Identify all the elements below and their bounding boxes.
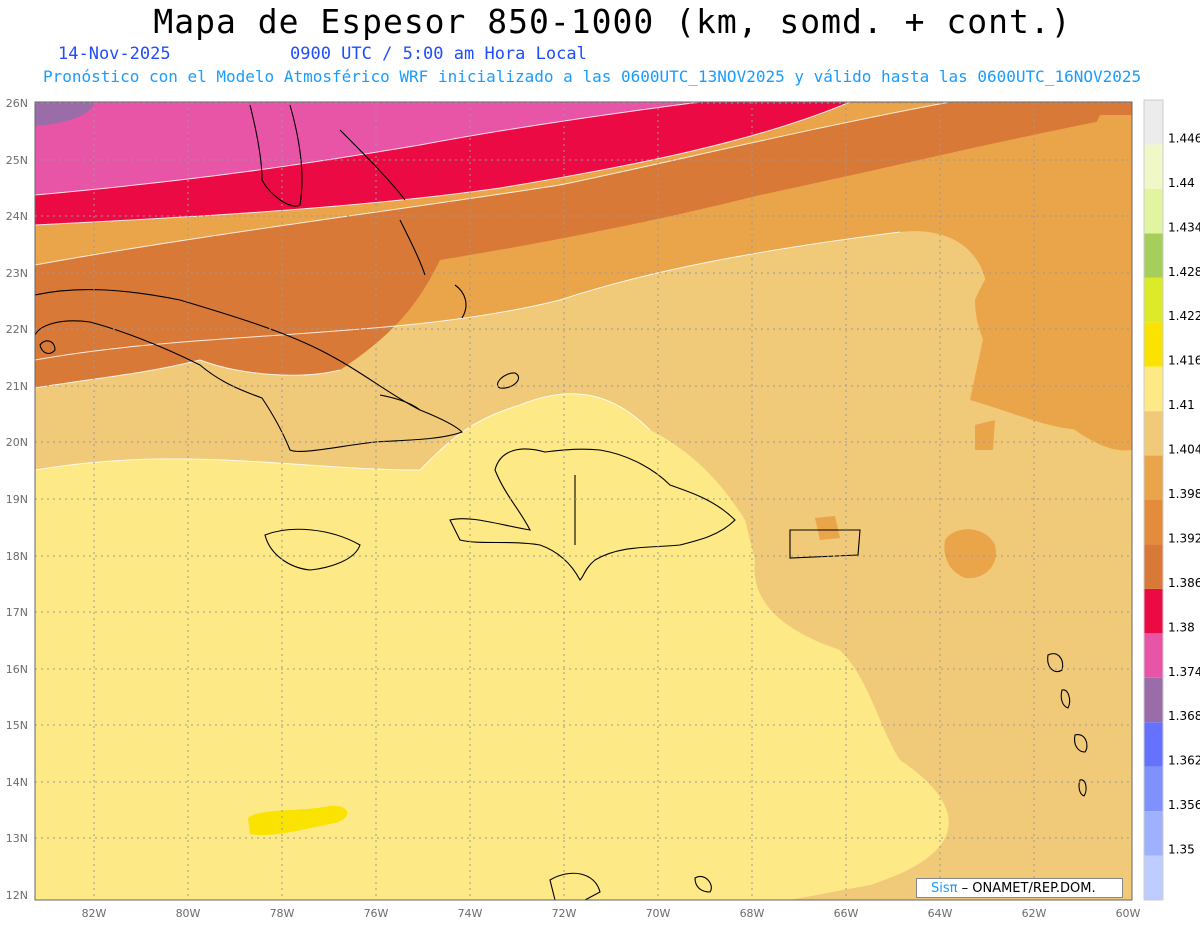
lon-label: 80W bbox=[176, 907, 201, 920]
colorbar-swatch bbox=[1144, 455, 1163, 500]
colorbar-swatch bbox=[1144, 766, 1163, 812]
band-1410 bbox=[35, 393, 949, 900]
colorbar-swatch bbox=[1144, 277, 1163, 323]
lat-label: 16N bbox=[6, 663, 28, 676]
colorbar-label: 1.416 bbox=[1168, 354, 1200, 368]
colorbar-swatch bbox=[1144, 500, 1163, 545]
colorbar-label: 1.386 bbox=[1168, 576, 1200, 590]
colorbar-swatch bbox=[1144, 144, 1163, 189]
patch-lesser-antilles bbox=[944, 529, 996, 579]
colorbar-frame bbox=[1143, 99, 1164, 901]
lat-label: 12N bbox=[6, 889, 28, 902]
colorbar-swatch bbox=[1144, 544, 1163, 589]
colorbar-label: 1.422 bbox=[1168, 309, 1200, 323]
colorbar-label: 1.434 bbox=[1168, 220, 1200, 234]
map-frame bbox=[34, 101, 1133, 901]
colorbar-swatch bbox=[1144, 322, 1163, 367]
contour-lines bbox=[35, 102, 951, 471]
credit-pi: π bbox=[949, 881, 958, 896]
lon-labels: 82W 80W 78W 76W 74W 72W 70W 68W 66W 64W … bbox=[82, 907, 1141, 920]
page-title: Mapa de Espesor 850-1000 (km, somd. + co… bbox=[153, 2, 1072, 41]
colorbar-label: 1.446 bbox=[1168, 131, 1200, 145]
colorbar: 1.35 1.356 1.362 1.368 1.374 1.38 1.386 1.392 1.… bbox=[1143, 99, 1200, 901]
lon-label: 72W bbox=[552, 907, 577, 920]
colorbar-label: 1.356 bbox=[1168, 798, 1200, 812]
credit-label: Sisπ – ONAMET/REP.DOM. bbox=[916, 878, 1123, 898]
lat-label: 22N bbox=[6, 323, 28, 336]
lat-label: 24N bbox=[6, 210, 28, 223]
lat-label: 17N bbox=[6, 606, 28, 619]
colorbar-label: 1.374 bbox=[1168, 665, 1200, 679]
map-area bbox=[35, 102, 1132, 900]
colorbar-swatch bbox=[1144, 233, 1163, 278]
model-info: Pronóstico con el Modelo Atmosférico WRF… bbox=[43, 67, 1142, 86]
lat-labels: 12N 13N 14N 15N 16N 17N 18N 19N 20N 21N … bbox=[6, 97, 28, 902]
band-1386 bbox=[35, 102, 850, 225]
colorbar-label: 1.44 bbox=[1168, 176, 1195, 190]
forecast-time: 0900 UTC / 5:00 am Hora Local bbox=[290, 44, 587, 64]
lon-label: 82W bbox=[82, 907, 107, 920]
lat-label: 21N bbox=[6, 380, 28, 393]
colorbar-label: 1.428 bbox=[1168, 265, 1200, 279]
lon-label: 62W bbox=[1022, 907, 1047, 920]
patch-puerto-rico bbox=[815, 516, 840, 540]
colorbar-swatch bbox=[1144, 855, 1163, 900]
colorbar-swatch bbox=[1144, 722, 1163, 767]
lon-label: 74W bbox=[458, 907, 483, 920]
lat-label: 18N bbox=[6, 550, 28, 563]
lat-label: 14N bbox=[6, 776, 28, 789]
lon-label: 64W bbox=[928, 907, 953, 920]
patch-1416 bbox=[248, 805, 348, 836]
lat-label: 15N bbox=[6, 719, 28, 732]
colorbar-label: 1.362 bbox=[1168, 754, 1200, 768]
band-1398-east bbox=[975, 115, 1132, 451]
colorbar-swatch bbox=[1144, 588, 1163, 634]
colorbar-label: 1.404 bbox=[1168, 443, 1200, 457]
colorbar-label: 1.35 bbox=[1168, 843, 1195, 857]
lat-label: 23N bbox=[6, 267, 28, 280]
lon-label: 78W bbox=[270, 907, 295, 920]
colorbar-swatch bbox=[1144, 188, 1163, 234]
colorbar-label: 1.41 bbox=[1168, 398, 1195, 412]
colorbar-label: 1.398 bbox=[1168, 487, 1200, 501]
credit-prefix: Sis bbox=[931, 881, 950, 896]
colorbar-label: 1.368 bbox=[1168, 709, 1200, 723]
coastlines bbox=[35, 104, 1088, 900]
lat-label: 25N bbox=[6, 154, 28, 167]
lon-label: 60W bbox=[1116, 907, 1141, 920]
lat-label: 19N bbox=[6, 493, 28, 506]
colorbar-swatch bbox=[1144, 811, 1163, 856]
lat-label: 26N bbox=[6, 97, 28, 110]
forecast-date: 14-Nov-2025 bbox=[58, 44, 171, 64]
band-1392 bbox=[35, 102, 1132, 388]
colorbar-label: 1.392 bbox=[1168, 531, 1200, 545]
credit-suffix: – ONAMET/REP.DOM. bbox=[957, 881, 1096, 896]
lon-label: 76W bbox=[364, 907, 389, 920]
lat-label: 13N bbox=[6, 832, 28, 845]
colorbar-swatch bbox=[1144, 411, 1163, 456]
lon-label: 66W bbox=[834, 907, 859, 920]
lon-label: 68W bbox=[740, 907, 765, 920]
colorbar-swatch bbox=[1144, 100, 1163, 145]
lat-label: 20N bbox=[6, 436, 28, 449]
patch-atlantic bbox=[975, 420, 995, 450]
grid bbox=[35, 102, 1132, 900]
colorbar-swatch bbox=[1144, 633, 1163, 678]
colorbar-label: 1.38 bbox=[1168, 620, 1195, 634]
colorbar-swatch bbox=[1144, 366, 1163, 412]
band-1374 bbox=[35, 102, 95, 126]
colorbar-swatch bbox=[1144, 677, 1163, 723]
lon-label: 70W bbox=[646, 907, 671, 920]
